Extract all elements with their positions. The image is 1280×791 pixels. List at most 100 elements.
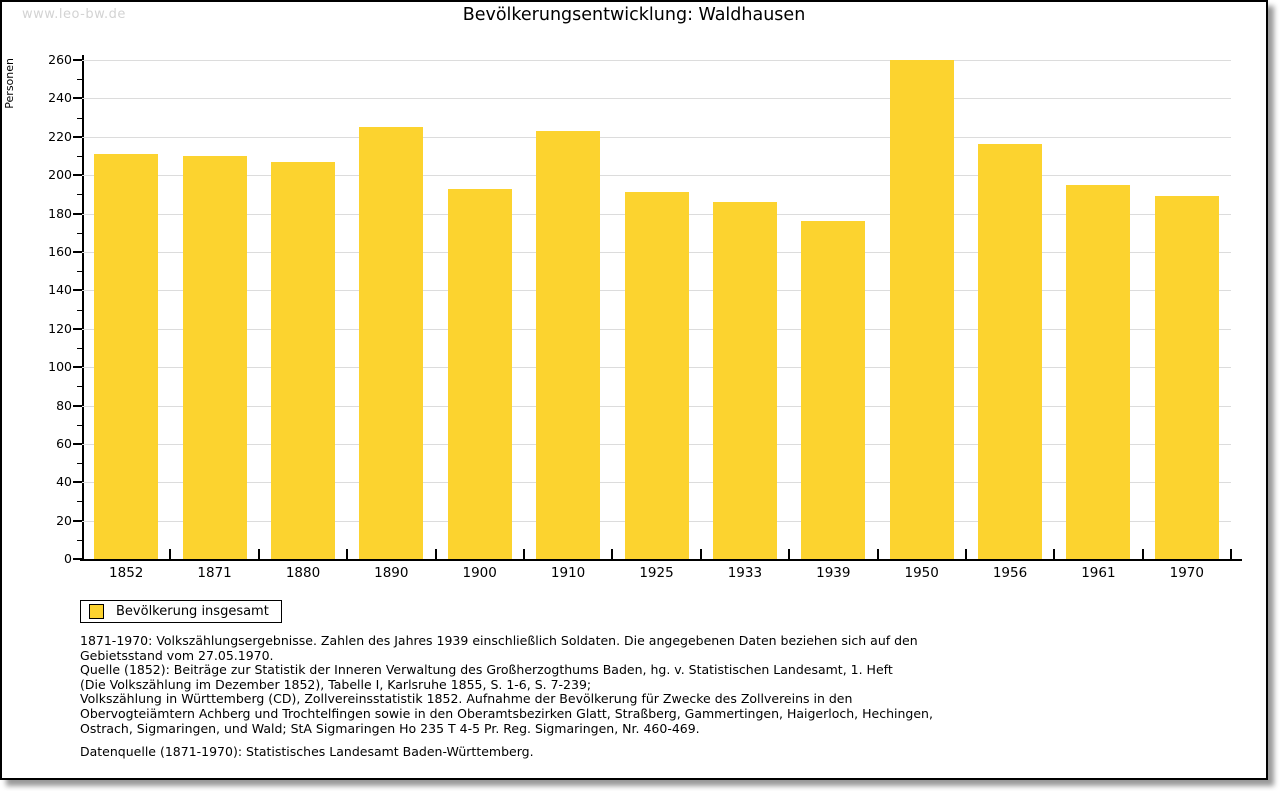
x-label-1880: 1880: [285, 565, 321, 581]
y-tick-label-40: 40: [56, 474, 72, 490]
y-major-tick-160: [73, 250, 82, 253]
bar-1880: [271, 161, 335, 559]
x-label-1961: 1961: [1081, 565, 1116, 581]
y-major-tick-120: [73, 327, 82, 330]
footnote-line-4: (Die Volkszählung im Dezember 1852), Tab…: [80, 676, 592, 692]
chart-frame: www.leo-bw.de Bevölkerungsentwicklung: W…: [0, 0, 1268, 780]
gridline-200: [82, 175, 1231, 177]
bar-1956: [978, 144, 1042, 559]
x-label-1910: 1910: [550, 565, 586, 581]
bar-1970: [1154, 196, 1219, 559]
y-tick-label-200: 200: [48, 167, 72, 183]
x-label-1900: 1900: [462, 565, 497, 581]
bar-1950: [889, 60, 954, 559]
watermark: www.leo-bw.de: [22, 7, 126, 22]
y-major-tick-40: [73, 481, 82, 484]
y-minor-tick-30: [77, 501, 82, 503]
y-minor-tick-250: [77, 79, 82, 81]
datasource-line: Datenquelle (1871-1970): Statistisches L…: [80, 744, 534, 760]
x-tick-12: [1141, 549, 1144, 559]
y-tick-label-100: 100: [48, 359, 72, 375]
y-tick-label-120: 120: [48, 320, 72, 336]
y-axis-line: [82, 55, 84, 561]
footnote-line-5: Volkszählung in Württemberg (CD), Zollve…: [80, 691, 853, 707]
footnote-line-7: Ostrach, Sigmaringen, und Wald; StA Sigm…: [80, 720, 700, 736]
legend: Bevölkerung insgesamt: [80, 600, 282, 623]
y-minor-tick-150: [77, 271, 82, 273]
y-minor-tick-70: [77, 424, 82, 426]
y-major-tick-60: [73, 442, 82, 445]
bar-1900: [447, 188, 512, 559]
footnote-line-2: Gebietsstand vom 27.05.1970.: [80, 647, 274, 663]
y-tick-label-220: 220: [48, 128, 72, 144]
y-major-tick-140: [73, 289, 82, 292]
legend-swatch: [89, 604, 104, 619]
x-tick-13: [1230, 549, 1232, 559]
footnotes: 1871-1970: Volkszählungsergebnisse. Zahl…: [80, 633, 933, 760]
x-tick-1: [169, 549, 172, 559]
chart-title: Bevölkerungsentwicklung: Waldhausen: [462, 5, 806, 25]
y-tick-label-20: 20: [56, 512, 72, 528]
x-label-1950: 1950: [904, 565, 939, 581]
y-tick-label-240: 240: [48, 90, 72, 106]
x-label-1890: 1890: [374, 565, 409, 581]
footnote-line-6: Obervogteiämtern Achberg und Trochtelfin…: [80, 705, 933, 721]
bar-1890: [359, 127, 424, 559]
gridline-220: [82, 136, 1231, 138]
x-label-1970: 1970: [1169, 565, 1204, 581]
y-axis-label: Personen: [3, 58, 16, 109]
x-label-1933: 1933: [727, 565, 763, 581]
y-major-tick-220: [73, 135, 82, 138]
x-label-1852: 1852: [109, 565, 144, 581]
y-tick-label-0: 0: [64, 551, 72, 566]
x-label-1871: 1871: [197, 565, 232, 581]
y-major-tick-180: [73, 212, 82, 215]
footnote-line-1: 1871-1970: Volkszählungsergebnisse. Zahl…: [80, 633, 918, 648]
legend-label: Bevölkerung insgesamt: [116, 604, 269, 619]
x-axis-line: [80, 559, 1242, 561]
x-tick-2: [257, 549, 260, 559]
footnote-line-3: Quelle (1852): Beiträge zur Statistik de…: [80, 662, 893, 678]
x-tick-7: [699, 549, 702, 559]
bar-1933: [712, 202, 777, 559]
plot-area: 0 20 40 60 80 100 120 140 160 180 200 220 240 260 1852…: [48, 52, 1232, 581]
x-tick-4: [434, 549, 437, 559]
y-major-tick-260: [73, 59, 82, 61]
y-major-tick-20: [73, 519, 82, 522]
y-tick-label-260: 260: [48, 52, 72, 67]
bar-1871: [182, 156, 247, 559]
y-major-tick-100: [73, 366, 82, 369]
x-tick-10: [964, 549, 967, 559]
y-tick-label-160: 160: [48, 243, 72, 259]
y-minor-tick-170: [77, 232, 82, 234]
x-tick-8: [788, 549, 791, 559]
x-tick-3: [346, 549, 349, 559]
x-tick-5: [522, 549, 525, 559]
y-major-tick-80: [73, 404, 82, 407]
y-minor-tick-50: [77, 463, 82, 464]
y-major-tick-240: [73, 97, 82, 100]
bar-1910: [536, 131, 601, 559]
y-minor-tick-110: [77, 347, 82, 349]
x-tick-11: [1053, 549, 1056, 559]
y-major-tick-0: [73, 558, 82, 560]
y-minor-tick-10: [77, 539, 82, 541]
y-tick-label-80: 80: [56, 397, 72, 413]
y-tick-label-140: 140: [48, 282, 72, 298]
gridline-260: [82, 60, 1231, 61]
y-minor-tick-130: [77, 309, 82, 311]
bar-1925: [624, 192, 689, 559]
x-label-1939: 1939: [816, 565, 851, 581]
bar-1939: [801, 221, 866, 559]
x-tick-6: [611, 549, 614, 559]
x-label-1925: 1925: [639, 565, 674, 581]
bar-1852: [94, 154, 159, 559]
bar-1961: [1066, 184, 1131, 559]
x-tick-9: [876, 549, 879, 559]
y-minor-tick-230: [77, 117, 82, 119]
y-minor-tick-210: [77, 156, 82, 157]
y-tick-label-180: 180: [48, 205, 72, 221]
y-minor-tick-90: [77, 386, 82, 388]
y-major-tick-200: [73, 174, 82, 177]
gridline-240: [82, 98, 1231, 100]
